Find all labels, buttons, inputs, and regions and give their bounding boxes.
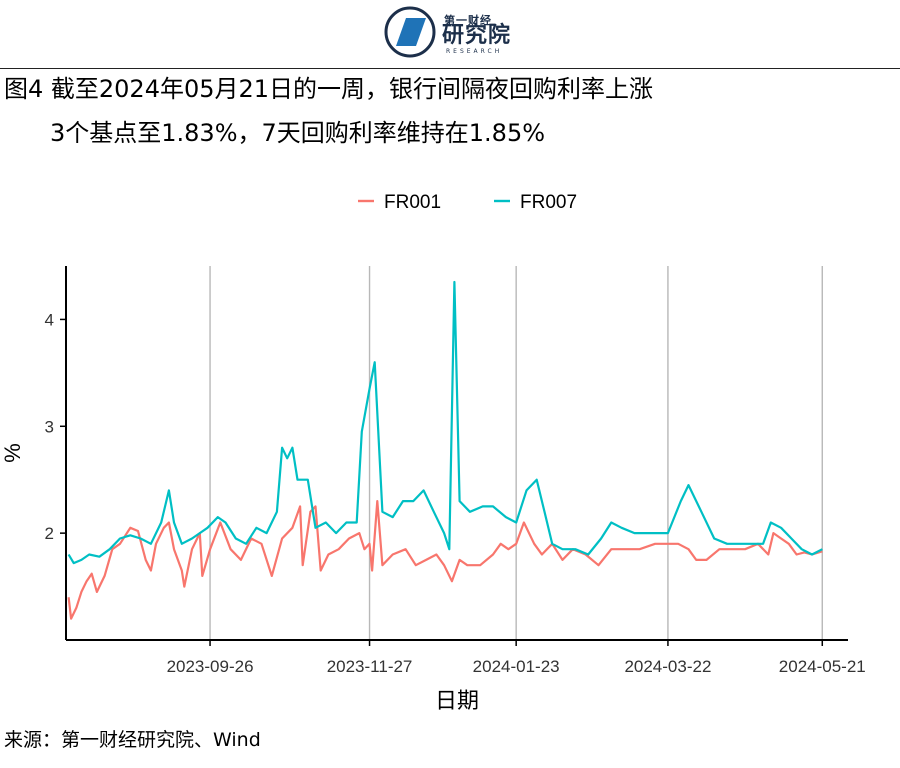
- x-tick-label: 2023-11-27: [327, 657, 413, 676]
- x-tick-label: 2023-09-26: [167, 657, 254, 676]
- x-tick-label: 2024-01-23: [473, 657, 560, 676]
- x-tick-label: 2024-03-22: [624, 657, 711, 676]
- header-divider: [0, 68, 900, 69]
- logo-english-text: RESEARCH: [446, 48, 503, 55]
- y-axis-title: %: [0, 443, 25, 463]
- repo-rate-line-chart: FR001 FR007 2 3 4 2023-09-26 2023-11-27 2024-01…: [0, 192, 866, 713]
- x-axis-title: 日期: [435, 688, 479, 713]
- research-institute-logo: 第一财经 研究院 RESEARCH: [384, 6, 524, 58]
- logo-small-text: 第一财经: [444, 14, 492, 27]
- source-note: 来源：第一财经研究院、Wind: [4, 729, 261, 751]
- legend-label-fr001: FR001: [384, 192, 441, 213]
- figure-title-line-2: 3个基点至1.83%，7天回购利率维持在1.85%: [50, 119, 546, 147]
- series-line-fr007: [67, 280, 823, 565]
- x-tick-label: 2024-05-21: [779, 657, 866, 676]
- logo-emblem-icon: [384, 6, 436, 58]
- legend-label-fr007: FR007: [520, 192, 577, 213]
- figure-title-line-1: 图4 截至2024年05月21日的一周，银行间隔夜回购利率上涨: [4, 75, 654, 103]
- y-tick-label: 3: [45, 417, 54, 436]
- logo-big-text: 研究院: [442, 23, 512, 48]
- series-line-fr001: [67, 500, 823, 620]
- y-tick-label: 2: [45, 524, 54, 543]
- y-tick-label: 4: [45, 310, 54, 329]
